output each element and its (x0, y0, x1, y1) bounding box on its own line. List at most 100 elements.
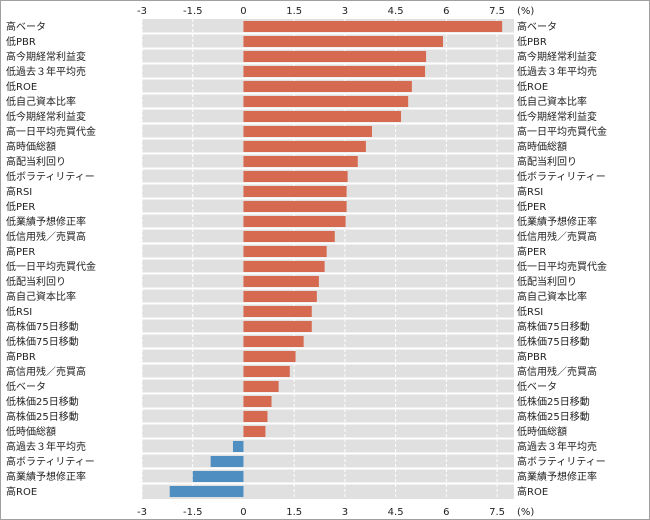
bar (192, 471, 244, 482)
bar (243, 126, 372, 137)
bar (243, 381, 279, 392)
bar (243, 411, 268, 422)
bar (243, 81, 412, 92)
category-label-right: 低自己資本比率 (517, 95, 587, 108)
unit-label-bottom: (%) (517, 507, 534, 518)
category-label-right: 高ベータ (517, 20, 557, 33)
category-label-left: 高過去３年平均売 (6, 440, 86, 453)
category-label-left: 低一日平均売買代金 (6, 260, 96, 273)
bar (243, 51, 427, 62)
category-label-left: 高ボラティリティー (6, 455, 95, 468)
category-label-left: 低ボラティリティー (6, 170, 95, 183)
bar (243, 336, 304, 347)
category-label-left: 高株価25日移動 (6, 410, 79, 423)
bar (243, 111, 402, 122)
category-label-left: 高一日平均売買代金 (6, 125, 96, 138)
x-tick-label-bottom: 3 (342, 507, 348, 518)
category-label-right: 低過去３年平均売 (517, 65, 597, 78)
bar (243, 351, 296, 362)
bar (243, 366, 290, 377)
category-label-right: 低PER (517, 200, 546, 213)
category-label-right: 低ボラティリティー (517, 170, 606, 183)
category-label-left: 高自己資本比率 (6, 290, 76, 303)
bar (243, 321, 312, 332)
unit-label-top: (%) (517, 6, 534, 17)
bar (243, 291, 317, 302)
category-label-right: 高ボラティリティー (517, 455, 606, 468)
category-label-left: 低株価25日移動 (6, 395, 79, 408)
category-label-right: 高PBR (517, 350, 547, 363)
category-label-left: 高今期経常利益変 (6, 50, 86, 63)
category-label-right: 高株価25日移動 (517, 410, 590, 423)
category-label-left: 低業績予想修正率 (6, 215, 86, 228)
x-tick-label-bottom: 0 (240, 507, 246, 518)
category-label-left: 高PBR (6, 350, 36, 363)
category-label-right: 低時価総額 (517, 425, 567, 438)
category-label-left: 低ベータ (6, 380, 46, 393)
x-tick-label-top: 4.5 (388, 6, 404, 17)
category-label-left: 高業績予想修正率 (6, 470, 86, 483)
x-tick-label-top: -1.5 (183, 6, 203, 17)
category-label-left: 低今期経常利益変 (6, 110, 86, 123)
x-tick-label-top: 3 (342, 6, 348, 17)
bar (243, 231, 335, 242)
bar (243, 246, 327, 257)
category-label-left: 低信用残／売買高 (6, 230, 86, 243)
category-label-right: 高RSI (517, 185, 543, 198)
category-label-left: 低RSI (6, 305, 32, 318)
x-tick-label-top: 1.5 (286, 6, 302, 17)
category-label-left: 高株価75日移動 (6, 320, 79, 333)
category-label-right: 低信用残／売買高 (517, 230, 597, 243)
bar (243, 426, 266, 437)
x-tick-label-top: 7.5 (489, 6, 505, 17)
category-label-right: 低今期経常利益変 (517, 110, 597, 123)
category-label-left: 高時価総額 (6, 140, 56, 153)
bar (243, 156, 358, 167)
category-label-right: 高業績予想修正率 (517, 470, 597, 483)
bar (243, 186, 347, 197)
category-label-right: 高今期経常利益変 (517, 50, 597, 63)
x-tick-label-bottom: 7.5 (489, 507, 505, 518)
category-label-left: 高信用残／売買高 (6, 365, 86, 378)
category-label-right: 高一日平均売買代金 (517, 125, 607, 138)
category-label-right: 高自己資本比率 (517, 290, 587, 303)
bar (243, 276, 319, 287)
category-label-left: 低PER (6, 200, 35, 213)
bar (169, 486, 244, 497)
bar (243, 21, 503, 32)
x-tick-label-top: 6 (443, 6, 449, 17)
category-label-right: 低配当利回り (517, 275, 577, 288)
category-label-right: 高PER (517, 245, 546, 258)
bar (210, 456, 244, 467)
bar (243, 36, 443, 47)
bar (243, 66, 426, 77)
bar (243, 261, 325, 272)
bar (243, 171, 348, 182)
bar (243, 306, 312, 317)
bar (243, 216, 346, 227)
category-label-right: 低業績予想修正率 (517, 215, 597, 228)
category-label-left: 低自己資本比率 (6, 95, 76, 108)
x-tick-label-bottom: -1.5 (183, 507, 203, 518)
category-label-left: 高RSI (6, 185, 32, 198)
category-label-right: 低RSI (517, 305, 543, 318)
x-tick-label-bottom: 6 (443, 507, 449, 518)
category-label-left: 低PBR (6, 35, 36, 48)
category-label-right: 高配当利回り (517, 155, 577, 168)
category-label-left: 低時価総額 (6, 425, 56, 438)
category-label-left: 低株価75日移動 (6, 335, 79, 348)
bar (243, 96, 409, 107)
category-label-right: 低株価25日移動 (517, 395, 590, 408)
category-label-right: 低一日平均売買代金 (517, 260, 607, 273)
category-label-left: 高配当利回り (6, 155, 66, 168)
category-label-left: 低ROE (6, 80, 37, 93)
category-label-right: 低株価75日移動 (517, 335, 590, 348)
category-label-right: 低ベータ (517, 380, 557, 393)
bar (232, 441, 244, 452)
x-tick-label-top: 0 (240, 6, 246, 17)
category-label-right: 高株価75日移動 (517, 320, 590, 333)
x-tick-label-bottom: 4.5 (388, 507, 404, 518)
category-label-left: 低配当利回り (6, 275, 66, 288)
